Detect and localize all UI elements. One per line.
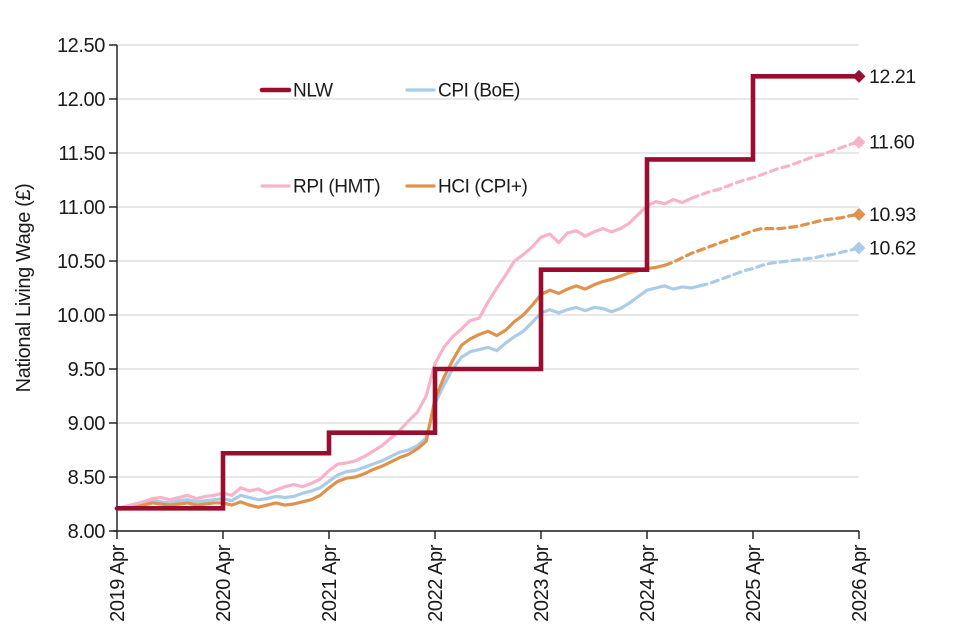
series-line-nlw bbox=[114, 74, 862, 511]
x-tick-label-2021-apr: 2021 Apr bbox=[319, 544, 341, 622]
end-marker-cpi-boe bbox=[852, 241, 866, 255]
x-tick-label-2019-apr: 2019 Apr bbox=[107, 544, 129, 622]
legend-label-cpi-boe: CPI (BoE) bbox=[438, 81, 520, 102]
end-marker-hci-cpi bbox=[852, 208, 866, 222]
legend-label-nlw: NLW bbox=[293, 81, 333, 102]
y-tick-label-10.50: 10.50 bbox=[57, 251, 105, 273]
y-tick-label-8.50: 8.50 bbox=[68, 467, 106, 489]
x-tick-label-2020-apr: 2020 Apr bbox=[213, 544, 235, 622]
x-tick-label-2026-apr: 2026 Apr bbox=[849, 544, 871, 622]
series-line-rpi-hmt-actual bbox=[115, 196, 693, 510]
legend-label-hci-cpi: HCI (CPI+) bbox=[438, 177, 527, 198]
legend-item-hci-cpi: HCI (CPI+) bbox=[405, 177, 528, 198]
end-label-nlw: 12.21 bbox=[869, 66, 916, 88]
x-tick-label-2022-apr: 2022 Apr bbox=[425, 544, 447, 622]
y-axis-title: National Living Wage (£) bbox=[13, 184, 35, 393]
end-marker-nlw bbox=[852, 69, 866, 83]
axes bbox=[109, 44, 860, 539]
series-line-hci-cpi-actual bbox=[115, 263, 667, 510]
end-marker-rpi-hmt bbox=[852, 135, 866, 149]
y-tick-label-8.00: 8.00 bbox=[68, 521, 106, 543]
y-tick-label-12.00: 12.00 bbox=[57, 89, 105, 111]
series-line-cpi-boe-forecast bbox=[698, 246, 861, 288]
series-line-hci-cpi-forecast bbox=[663, 212, 861, 267]
y-tick-label-11.50: 11.50 bbox=[58, 143, 105, 165]
end-label-cpi-boe: 10.62 bbox=[869, 238, 916, 260]
y-tick-label-11.00: 11.00 bbox=[58, 197, 105, 219]
y-tick-label-10.00: 10.00 bbox=[57, 305, 105, 327]
series-line-rpi-hmt-forecast bbox=[689, 140, 861, 200]
legend-item-nlw: NLW bbox=[259, 81, 333, 102]
y-tick-label-9.50: 9.50 bbox=[68, 359, 106, 381]
y-tick-label-12.50: 12.50 bbox=[57, 35, 105, 57]
x-tick-label-2024-apr: 2024 Apr bbox=[637, 544, 659, 622]
series-line-cpi-boe-actual bbox=[115, 284, 702, 510]
x-tick-label-2025-apr: 2025 Apr bbox=[743, 544, 765, 622]
y-axis-tick-labels: 8.00 8.50 9.00 9.50 10.00 10.50 11.00 11.50 12.0… bbox=[57, 35, 106, 543]
x-tick-label-2023-apr: 2023 Apr bbox=[531, 544, 553, 622]
gridlines bbox=[117, 44, 859, 478]
chart-series bbox=[114, 69, 866, 511]
end-label-rpi-hmt: 11.60 bbox=[869, 132, 915, 154]
legend-label-rpi-hmt: RPI (HMT) bbox=[293, 177, 380, 198]
legend-item-cpi-boe: CPI (BoE) bbox=[405, 81, 520, 102]
legend-item-rpi-hmt: RPI (HMT) bbox=[260, 177, 381, 198]
y-tick-label-9.00: 9.00 bbox=[68, 413, 106, 435]
chart-legend: NLW CPI (BoE) RPI (HMT) HCI (CPI+) bbox=[259, 81, 528, 198]
x-axis-tick-labels: 2019 Apr 2020 Apr 2021 Apr 2022 Apr 2023 Apr… bbox=[107, 544, 871, 622]
series-end-labels: 10.62 10.93 11.60 12.21 bbox=[869, 66, 916, 260]
end-label-hci-cpi: 10.93 bbox=[869, 204, 916, 226]
